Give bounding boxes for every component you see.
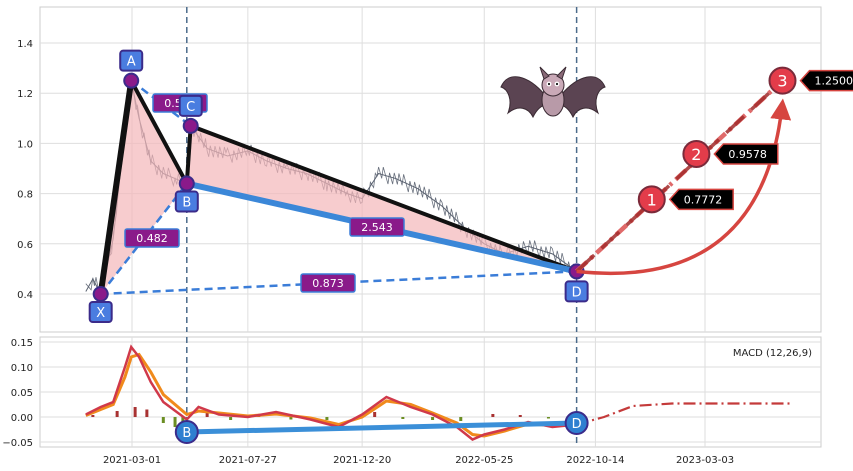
- target-number: 3: [777, 72, 787, 91]
- bat-wing-left: [500, 76, 548, 119]
- price-ytick-label: 0.4: [17, 290, 33, 301]
- macd-divergence-line: [186, 420, 577, 435]
- target-number: 2: [691, 145, 701, 164]
- macd-histogram-bar: [546, 417, 550, 419]
- macd-line: [85, 344, 577, 441]
- pattern-point-box: [119, 49, 144, 72]
- price-ytick-label: 0.6: [17, 240, 33, 251]
- pattern-point-box: [88, 301, 113, 323]
- price-ytick-label: 0.8: [17, 190, 33, 201]
- pattern-point: [92, 286, 109, 302]
- pattern-leg: [190, 123, 578, 274]
- macd-point-label: D: [572, 417, 582, 432]
- macd-histogram-bar: [115, 411, 119, 417]
- pattern-point: [178, 175, 195, 192]
- macd-histogram-bar: [91, 415, 95, 417]
- target-circle: [637, 185, 666, 214]
- pattern-point: [123, 72, 140, 89]
- macd-histogram-bar: [145, 409, 149, 417]
- macd-histogram-bar: [173, 417, 177, 427]
- ratio-label: 0.873: [312, 277, 344, 290]
- macd-ytick-label: 0.10: [11, 363, 33, 374]
- pattern-point-label: A: [127, 55, 136, 70]
- xtick-label: 2021-07-27: [219, 455, 277, 466]
- ratio-label: 2.543: [361, 221, 393, 234]
- macd-point: [174, 420, 199, 444]
- macd-ytick-label: −0.05: [2, 438, 33, 449]
- xtick-label: 2021-12-20: [333, 455, 391, 466]
- target-circle: [768, 66, 797, 95]
- target-value-box: [713, 143, 779, 165]
- macd-ytick-label: 0.00: [11, 413, 33, 424]
- xtick-label: 2022-05-25: [455, 455, 513, 466]
- target-value: 1.2500: [814, 75, 853, 88]
- ratio-label-box: [349, 217, 405, 237]
- ratio-label: 0.482: [136, 232, 168, 245]
- pattern-point-label: C: [186, 100, 195, 115]
- macd-panel: 0.15 0.10 0.05 0.00 −0.05 2021-03-01 2021-07-2…: [2, 336, 822, 466]
- macd-histogram-bar: [161, 417, 165, 423]
- macd-projection-line: [576, 402, 791, 426]
- bat-ears: [539, 66, 567, 80]
- macd-histogram-bar: [289, 417, 293, 420]
- pattern-point-label: D: [572, 285, 582, 300]
- macd-ytick-label: 0.15: [11, 338, 33, 349]
- macd-histogram-bar: [373, 412, 377, 417]
- target-value: 0.7772: [684, 193, 723, 206]
- ratio-label-box: [124, 228, 180, 248]
- macd-ytick-label: 0.05: [11, 388, 33, 399]
- bat-pupil-right: [555, 82, 559, 86]
- price-panel: 0.40.60.81.01.21.40.5610.4822.5430.873XA…: [17, 6, 853, 333]
- xtick-label: 2023-03-03: [676, 455, 734, 466]
- xtick-label: 2021-03-01: [103, 455, 161, 466]
- target-number: 1: [647, 190, 657, 209]
- bat-pupil-left: [547, 82, 551, 86]
- price-ytick-label: 1.2: [17, 89, 33, 100]
- pattern-point-label: X: [96, 306, 105, 321]
- target-value-box: [799, 69, 853, 92]
- pattern-point: [182, 117, 199, 134]
- pattern-leg-xa: [97, 80, 135, 295]
- macd-histogram-bar: [459, 417, 463, 421]
- pattern-point-box: [564, 280, 589, 303]
- macd-histogram-bar: [431, 417, 435, 420]
- macd-point: [564, 411, 589, 435]
- price-ytick-label: 1.0: [17, 139, 33, 150]
- bat-head: [541, 73, 565, 97]
- price-ytick-label: 1.4: [17, 39, 33, 50]
- bat-pattern-icon: [500, 66, 606, 119]
- target-circle: [682, 139, 711, 168]
- macd-histogram-bar: [401, 417, 405, 419]
- pattern-leg: [184, 125, 193, 184]
- pattern-xab-fill: [100, 80, 187, 295]
- xtick-label: 2022-10-14: [566, 455, 624, 466]
- target-value: 0.9578: [728, 148, 767, 161]
- macd-histogram-bar: [325, 417, 329, 420]
- pattern-leg: [129, 79, 189, 185]
- macd-histogram-bar: [229, 417, 233, 420]
- macd-histogram-bar: [133, 407, 137, 417]
- bat-wing-right: [558, 76, 606, 119]
- pattern-point-box: [174, 190, 199, 213]
- macd-histogram-bar: [491, 414, 495, 417]
- macd-point-label: B: [182, 426, 191, 441]
- target-value-box: [668, 188, 734, 211]
- pattern-point-box: [178, 94, 203, 117]
- ratio-label-box: [300, 273, 356, 293]
- macd-histogram-bar: [205, 412, 209, 417]
- macd-histogram-bar: [518, 415, 522, 417]
- macd-title: MACD (12,26,9): [733, 348, 812, 359]
- projection-line-overlay: [575, 79, 784, 273]
- pattern-point-label: B: [182, 196, 191, 211]
